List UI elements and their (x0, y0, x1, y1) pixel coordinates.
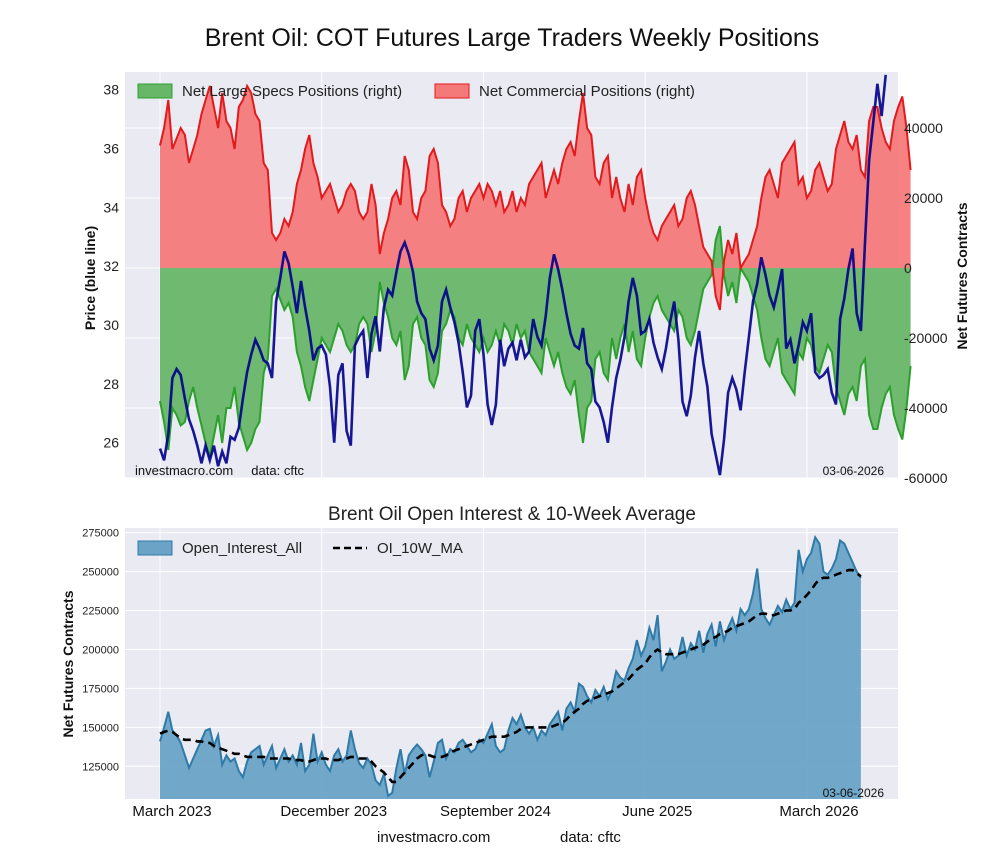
date-axis-ticks: March 2023 December 2023 September 2024 Jun… (132, 803, 858, 820)
price-axis-label: Price (blue line) (82, 226, 98, 330)
net-contracts-tick-label: -40000 (904, 400, 948, 416)
net-contracts-axis-label: Net Futures Contracts (954, 202, 970, 349)
price-line (158, 74, 887, 476)
open-interest-axis-label: Net Futures Contracts (60, 590, 76, 737)
open-interest-tick-label: 200000 (82, 644, 119, 656)
net-contracts-tick-label: -20000 (904, 330, 948, 346)
legend-swatch-open-interest (137, 540, 173, 556)
legend-label-commercial: Net Commercial Positions (right) (479, 83, 695, 100)
net-contracts-tick-label: 0 (904, 260, 912, 276)
net-contracts-tick-label: -60000 (904, 470, 948, 486)
date-tick-label: June 2025 (622, 803, 692, 820)
price-tick-label: 26 (103, 435, 119, 451)
net-contracts-axis-ticks: -60000 -40000 -20000 0 20000 40000 (904, 120, 948, 486)
price-tick-label: 30 (103, 317, 119, 333)
date-tick-label: March 2026 (779, 803, 858, 820)
moving-average-line (159, 568, 862, 784)
legend-label-open-interest: Open_Interest_All (182, 540, 302, 557)
open-interest-title: Brent Oil Open Interest & 10-Week Averag… (328, 504, 696, 525)
specs-area (160, 226, 911, 457)
footer-source: data: cftc (560, 829, 621, 846)
positions-legend: Net Large Specs Positions (right) Net Co… (137, 83, 695, 100)
open-interest-date-annotation: 03-06-2026 (823, 786, 885, 800)
price-axis-ticks: 26 28 30 32 34 36 38 (103, 82, 119, 451)
open-interest-legend: Open_Interest_All OI_10W_MA (137, 540, 463, 557)
open-interest-tick-label: 175000 (82, 683, 119, 695)
net-contracts-tick-label: 20000 (904, 190, 943, 206)
positions-date-annotation: 03-06-2026 (823, 464, 885, 478)
open-interest-tick-label: 150000 (82, 722, 119, 734)
open-interest-line (159, 534, 862, 798)
footer-site: investmacro.com (377, 829, 490, 846)
open-interest-tick-label: 125000 (82, 761, 119, 773)
positions-source-annotation: investmacro.com data: cftc (135, 463, 305, 478)
open-interest-area (160, 537, 861, 799)
main-title: Brent Oil: COT Futures Large Traders Wee… (205, 24, 820, 52)
open-interest-tick-label: 275000 (82, 528, 119, 540)
legend-swatch-commercial (434, 83, 470, 99)
commercial-area (160, 86, 911, 310)
price-tick-label: 34 (103, 199, 119, 215)
date-tick-label: March 2023 (132, 803, 211, 820)
positions-panel: 26 28 30 32 34 36 38 -60000 -40000 -20000 0 20000 4… (82, 72, 970, 486)
price-tick-label: 32 (103, 258, 119, 274)
legend-label-specs: Net Large Specs Positions (right) (182, 83, 402, 100)
open-interest-tick-label: 225000 (82, 606, 119, 618)
price-tick-label: 38 (103, 82, 119, 98)
price-tick-label: 28 (103, 376, 119, 392)
open-interest-series (159, 534, 862, 799)
legend-swatch-specs (137, 83, 173, 99)
net-contracts-tick-label: 40000 (904, 120, 943, 136)
commercial-line (159, 83, 912, 311)
legend-label-moving-average: OI_10W_MA (377, 540, 463, 557)
open-interest-tick-label: 250000 (82, 567, 119, 579)
open-interest-axis-ticks: 125000 150000 175000 200000 225000 250000 2750… (82, 528, 119, 774)
date-tick-label: September 2024 (440, 803, 551, 820)
specs-line (159, 225, 912, 458)
date-tick-label: December 2023 (280, 803, 387, 820)
price-tick-label: 36 (103, 140, 119, 156)
open-interest-panel: Brent Oil Open Interest & 10-Week Averag… (60, 504, 898, 820)
positions-series (158, 74, 912, 476)
